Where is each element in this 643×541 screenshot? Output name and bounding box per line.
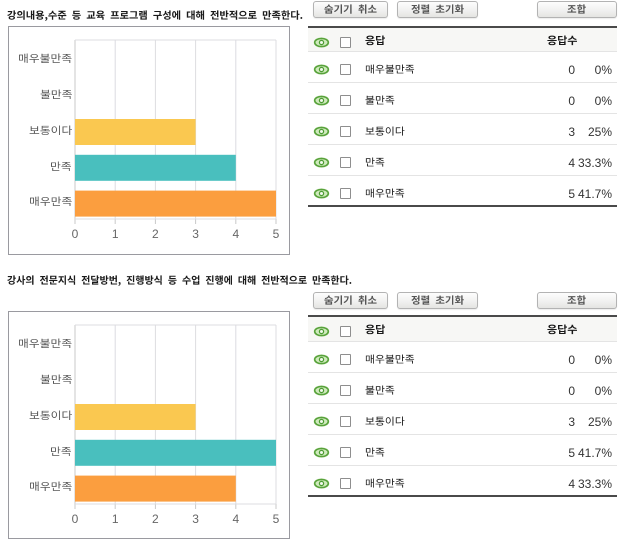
svg-text:0: 0: [72, 227, 79, 241]
svg-text:4: 4: [232, 227, 239, 241]
svg-text:3: 3: [192, 227, 199, 241]
svg-text:2: 2: [152, 512, 159, 526]
svg-text:1: 1: [112, 512, 119, 526]
svg-text:1: 1: [112, 227, 119, 241]
svg-text:4: 4: [232, 512, 239, 526]
svg-text:5: 5: [273, 227, 280, 241]
svg-text:3: 3: [192, 512, 199, 526]
svg-text:5: 5: [273, 512, 280, 526]
svg-text:0: 0: [72, 512, 79, 526]
svg-text:2: 2: [152, 227, 159, 241]
